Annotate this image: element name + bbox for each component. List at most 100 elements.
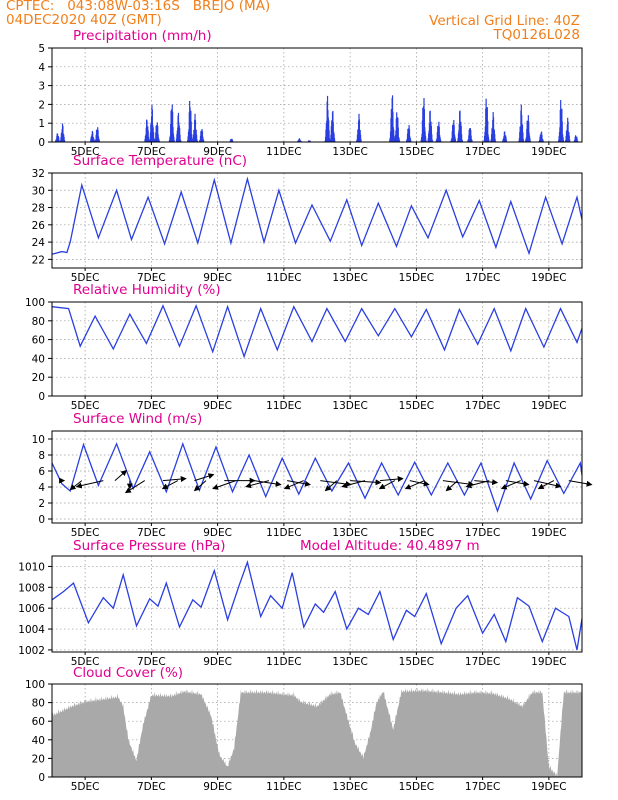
y-tick-label: 0 xyxy=(38,772,45,784)
wind-arrow xyxy=(350,479,382,486)
header-source: CPTEC: 043:08W-03:16S BREJO (MA) xyxy=(6,0,271,14)
precip-bar xyxy=(93,139,95,142)
y-tick-label: 2 xyxy=(38,99,45,111)
precip-bar xyxy=(439,139,442,142)
precip-bar xyxy=(397,127,399,142)
precip-bar xyxy=(97,130,99,142)
precip-bar xyxy=(93,140,95,142)
x-tick-label: 13DEC xyxy=(332,272,367,284)
panel-0: Precipitation (mm/h) 0 1 2 3 4 5 5DEC 7DEC 9DEC 11… xyxy=(38,28,583,158)
wind-arrow xyxy=(212,480,237,490)
precip-bar xyxy=(231,139,233,142)
x-tick-label: 7DEC xyxy=(137,656,166,668)
x-tick-label: 11DEC xyxy=(266,781,301,793)
x-tick-label: 17DEC xyxy=(465,656,500,668)
wind-arrow xyxy=(445,480,459,492)
precip-bar xyxy=(98,139,100,142)
x-tick-label: 19DEC xyxy=(531,781,566,793)
precip-bar xyxy=(431,134,433,142)
precip-bar xyxy=(392,111,394,142)
precip-bar xyxy=(562,139,565,142)
y-tick-label: 0 xyxy=(38,137,45,149)
precip-bar xyxy=(505,136,507,142)
x-tick-label: 19DEC xyxy=(531,656,566,668)
wind-arrow xyxy=(124,480,146,494)
wind-arrow xyxy=(162,476,187,483)
precip-bar xyxy=(157,126,159,142)
panel-frame xyxy=(51,683,583,778)
y-tick-label: 24 xyxy=(32,237,46,249)
x-tick-label: 9DEC xyxy=(203,781,232,793)
x-tick-label: 11DEC xyxy=(266,146,301,158)
precip-bar xyxy=(432,140,434,142)
precip-bar xyxy=(562,137,564,142)
wind-arrow xyxy=(465,480,490,489)
x-tick-label: 7DEC xyxy=(137,272,166,284)
x-tick-label: 5DEC xyxy=(71,781,100,793)
precip-bar xyxy=(487,136,490,142)
precip-bar xyxy=(58,140,60,142)
precip-bar xyxy=(528,121,530,142)
precip-bar xyxy=(461,140,464,142)
y-tick-label: 8 xyxy=(38,450,45,462)
precip-bar xyxy=(576,138,578,142)
series-line xyxy=(51,176,583,256)
precip-bar xyxy=(201,131,204,142)
precip-bar xyxy=(359,134,362,142)
precip-bar xyxy=(393,129,395,142)
panel-2: Relative Humidity (%) 0 20 40 60 80 100 5DEC 7DE… xyxy=(25,282,583,412)
x-tick-label: 17DEC xyxy=(465,527,500,539)
precip-bar xyxy=(568,135,570,142)
wind-arrow xyxy=(404,480,425,490)
precip-bar xyxy=(179,134,181,142)
y-tick-label: 22 xyxy=(32,254,45,266)
wind-arrow xyxy=(193,480,207,492)
x-tick-label: 5DEC xyxy=(71,272,100,284)
precip-bar xyxy=(153,137,155,142)
series-line xyxy=(51,441,583,513)
precip-bar xyxy=(494,134,496,142)
x-tick-label: 15DEC xyxy=(399,527,434,539)
precip-bar xyxy=(309,140,311,142)
y-tick-label: 40 xyxy=(32,735,45,747)
x-tick-label: 19DEC xyxy=(531,527,566,539)
x-tick-label: 7DEC xyxy=(137,400,166,412)
panel-title: Surface Pressure (hPa) xyxy=(73,538,226,554)
y-tick-label: 4 xyxy=(38,482,45,494)
precip-bar xyxy=(410,139,412,142)
wind-arrow xyxy=(379,476,404,483)
precip-bar xyxy=(398,138,400,142)
precip-bar xyxy=(505,139,507,142)
y-tick-label: 80 xyxy=(32,316,45,328)
panel-4: Surface Pressure (hPa) 1002 1004 1006 1008 10… xyxy=(18,538,583,668)
precip-bar xyxy=(423,109,425,142)
precip-bar xyxy=(196,139,198,142)
precip-bar xyxy=(333,137,336,142)
precip-bar xyxy=(63,137,65,142)
x-tick-label: 13DEC xyxy=(332,527,367,539)
x-tick-label: 9DEC xyxy=(203,527,232,539)
wind-arrow xyxy=(341,480,366,489)
precip-bar xyxy=(203,140,205,142)
precip-bar xyxy=(561,121,563,142)
wind-arrow xyxy=(75,480,104,489)
panel-3: Surface Wind (m/s) 0 2 4 6 8 10 5DEC 7DEC 9DEC 11D… xyxy=(32,411,593,539)
precip-bar xyxy=(173,136,175,142)
panel-5: Cloud Cover (%) 0 20 40 60 80 100 5DEC 7DEC 9DEC 1… xyxy=(25,665,583,793)
x-tick-label: 9DEC xyxy=(203,400,232,412)
y-tick-label: 40 xyxy=(32,353,45,365)
x-tick-label: 7DEC xyxy=(137,527,166,539)
wind-arrow xyxy=(283,480,304,490)
y-tick-label: 20 xyxy=(32,753,45,765)
precip-bar xyxy=(190,121,192,142)
x-tick-label: 17DEC xyxy=(465,400,500,412)
x-tick-label: 7DEC xyxy=(137,781,166,793)
precip-bar xyxy=(196,134,198,142)
precip-bar xyxy=(522,138,524,142)
x-tick-label: 11DEC xyxy=(266,272,301,284)
x-tick-label: 15DEC xyxy=(399,400,434,412)
precip-bar xyxy=(430,126,433,142)
y-tick-label: 32 xyxy=(32,168,45,180)
precip-bar xyxy=(408,129,411,142)
